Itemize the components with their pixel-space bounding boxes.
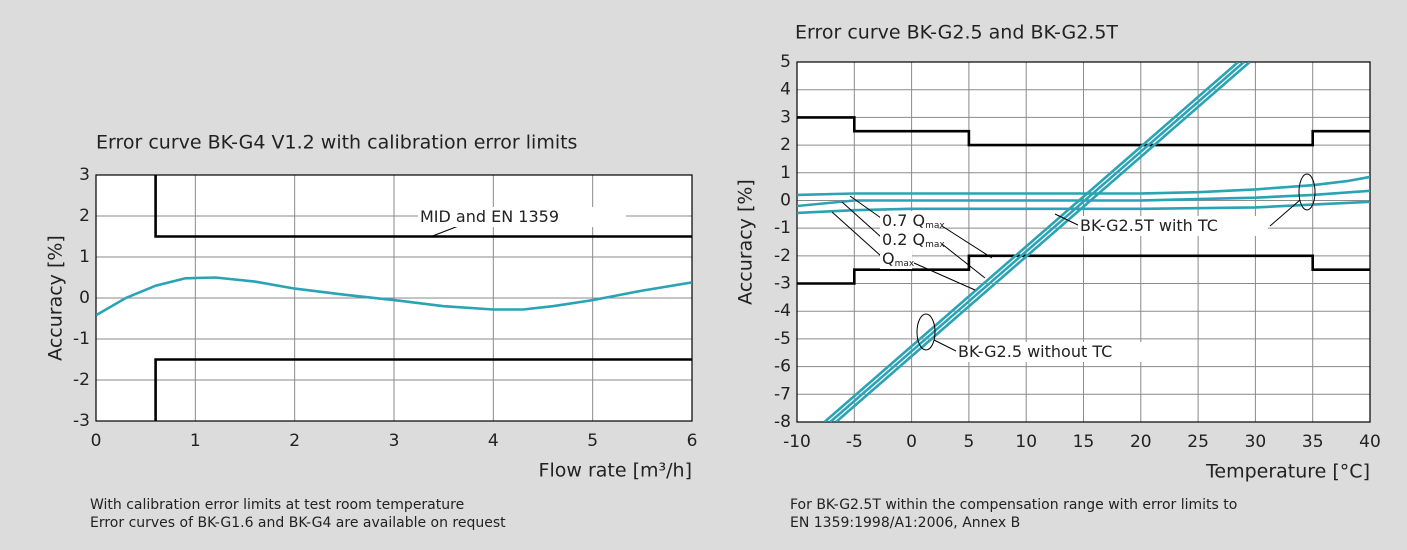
annotation-text: 0.2 Q bbox=[882, 230, 925, 249]
annotation: 0.2 Qmax bbox=[882, 230, 945, 250]
annotation: 0.7 Qmax bbox=[882, 211, 945, 231]
label-bg bbox=[956, 342, 1164, 362]
x-tick-label: 35 bbox=[1302, 432, 1324, 452]
annotation-text: BK-G2.5 without TC bbox=[958, 342, 1112, 361]
leader-line bbox=[933, 339, 959, 353]
annotation: Qmax bbox=[882, 249, 915, 269]
line-series bbox=[797, 254, 1370, 285]
label-bg bbox=[1078, 216, 1268, 236]
leader-line bbox=[941, 225, 993, 259]
x-tick-label: 0 bbox=[906, 432, 917, 452]
y-axis-label: Accuracy [%] bbox=[735, 179, 757, 305]
annotation: MID and EN 1359 bbox=[420, 207, 559, 226]
y-tick-label: 2 bbox=[79, 206, 90, 226]
line-series bbox=[154, 358, 692, 421]
annotation-ellipse bbox=[1298, 173, 1316, 211]
y-tick-label: 0 bbox=[780, 190, 791, 210]
y-tick-label: 3 bbox=[780, 107, 791, 127]
x-tick-label: 2 bbox=[289, 431, 300, 451]
y-tick-label: 3 bbox=[79, 165, 90, 185]
y-tick-label: -4 bbox=[774, 301, 791, 321]
leader-line bbox=[849, 195, 882, 219]
leader-line bbox=[841, 201, 882, 238]
y-tick-label: -2 bbox=[73, 370, 90, 390]
x-tick-label: 0 bbox=[91, 431, 102, 451]
line-series bbox=[797, 175, 1370, 197]
footnote: For BK-G2.5T within the compensation ran… bbox=[790, 497, 1237, 513]
line-series bbox=[797, 189, 1370, 208]
leader-line bbox=[1054, 213, 1081, 227]
x-tick-label: -5 bbox=[846, 432, 863, 452]
x-tick-label: 3 bbox=[389, 431, 400, 451]
plot-border bbox=[95, 174, 693, 422]
leader-line bbox=[1269, 199, 1301, 227]
plot-border bbox=[796, 61, 1371, 423]
x-tick-label: 20 bbox=[1130, 432, 1152, 452]
x-tick-label: 6 bbox=[687, 431, 698, 451]
annotation-sub: max bbox=[895, 259, 915, 269]
y-tick-label: 0 bbox=[79, 288, 90, 308]
annotation-sub: max bbox=[925, 221, 945, 231]
y-tick-label: -1 bbox=[73, 329, 90, 349]
y-tick-label: -1 bbox=[774, 218, 791, 238]
line-series bbox=[829, 62, 1245, 422]
leader-line bbox=[913, 262, 976, 291]
footnote: Error curves of BK-G1.6 and BK-G4 are av… bbox=[90, 515, 506, 531]
line-series bbox=[797, 200, 1370, 215]
annotation-text: Q bbox=[882, 249, 895, 268]
leader-line bbox=[831, 211, 882, 257]
line-series bbox=[96, 276, 692, 317]
footnote: With calibration error limits at test ro… bbox=[90, 497, 464, 513]
chart-title: Error curve BK-G4 V1.2 with calibration … bbox=[96, 132, 577, 154]
footnote: EN 1359:1998/A1:2006, Annex B bbox=[790, 515, 1020, 531]
y-tick-label: 1 bbox=[780, 163, 791, 183]
chart-title: Error curve BK-G2.5 and BK-G2.5T bbox=[795, 22, 1118, 44]
y-tick-label: -7 bbox=[774, 384, 791, 404]
y-axis-label: Accuracy [%] bbox=[45, 235, 67, 361]
x-tick-label: 4 bbox=[488, 431, 499, 451]
y-tick-label: -2 bbox=[774, 246, 791, 266]
y-tick-label: -3 bbox=[774, 274, 791, 294]
label-bg bbox=[880, 249, 912, 269]
x-axis-label: Temperature [°C] bbox=[1205, 461, 1370, 483]
line-series bbox=[154, 175, 692, 238]
x-tick-label: 5 bbox=[963, 432, 974, 452]
line-series bbox=[797, 116, 1370, 147]
y-tick-label: -5 bbox=[774, 329, 791, 349]
line-series bbox=[835, 62, 1251, 422]
annotation: BK-G2.5T with TC bbox=[1080, 216, 1218, 235]
x-tick-label: 15 bbox=[1073, 432, 1095, 452]
annotation: BK-G2.5 without TC bbox=[958, 342, 1112, 361]
x-tick-label: 1 bbox=[190, 431, 201, 451]
annotation-text: 0.7 Q bbox=[882, 211, 925, 230]
y-tick-label: -8 bbox=[774, 412, 791, 432]
x-axis-label: Flow rate [m³/h] bbox=[539, 460, 692, 482]
label-bg bbox=[418, 207, 626, 227]
x-tick-label: 10 bbox=[1015, 432, 1037, 452]
annotation-text: MID and EN 1359 bbox=[420, 207, 559, 226]
annotation-sub: max bbox=[925, 240, 945, 250]
annotation-text: BK-G2.5T with TC bbox=[1080, 216, 1218, 235]
y-tick-label: 5 bbox=[780, 52, 791, 72]
y-tick-label: 4 bbox=[780, 80, 791, 100]
x-tick-label: 30 bbox=[1245, 432, 1267, 452]
x-tick-label: 40 bbox=[1359, 432, 1381, 452]
label-bg bbox=[880, 211, 938, 231]
y-tick-label: 2 bbox=[780, 135, 791, 155]
x-tick-label: -10 bbox=[783, 432, 811, 452]
x-tick-label: 5 bbox=[587, 431, 598, 451]
annotation-ellipse bbox=[916, 313, 936, 351]
y-tick-label: -6 bbox=[774, 357, 791, 377]
line-series bbox=[823, 62, 1240, 422]
y-tick-label: -3 bbox=[73, 411, 90, 431]
x-tick-label: 25 bbox=[1187, 432, 1209, 452]
label-bg bbox=[880, 230, 938, 250]
y-tick-label: 1 bbox=[79, 247, 90, 267]
leader-line bbox=[941, 243, 986, 279]
